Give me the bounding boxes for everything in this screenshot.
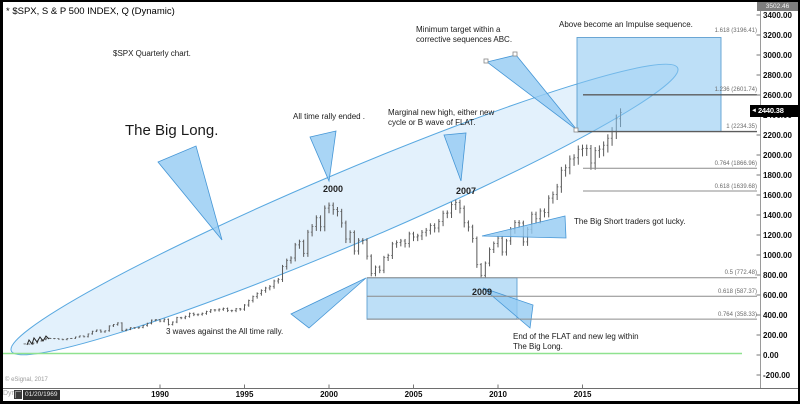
chart-grid-icon[interactable] — [14, 390, 22, 399]
price-arrow-icon: ◄ — [751, 108, 757, 114]
window-border-top — [0, 0, 800, 2]
wedge-big-short[interactable] — [481, 215, 567, 239]
year-mark-2007[interactable]: 2007 — [455, 186, 477, 196]
wedge-minimum-target[interactable] — [486, 54, 578, 131]
y-axis-label: 1600.00 — [763, 190, 792, 200]
y-axis-label: -200.00 — [763, 370, 791, 380]
fib-label: 1.236 (2601.74) — [714, 87, 757, 94]
fib-label: 1.618 (3196.41) — [714, 27, 757, 34]
y-axis-label: 1800.00 — [763, 170, 792, 180]
annotation-marginal-new-high[interactable]: Marginal new high, either new cycle or B… — [388, 108, 495, 128]
x-axis-label: 2005 — [404, 390, 423, 399]
bottom-toolbar: Dyn 01/20/1969 — [0, 389, 760, 401]
x-axis-label: 2015 — [573, 390, 592, 399]
drag-handle[interactable] — [483, 58, 489, 64]
fib-label: 0.618 (587.37) — [717, 288, 757, 295]
wedge-all-time-rally[interactable] — [309, 130, 337, 183]
annotation-impulse-note[interactable]: Above become an Impulse sequence. — [559, 20, 693, 29]
price-bars — [23, 108, 622, 345]
last-price-value: 2440.38 — [757, 106, 784, 115]
impulse-target-box[interactable] — [576, 37, 722, 132]
wedge-big-long[interactable] — [157, 145, 223, 241]
x-axis-label: 1995 — [235, 390, 254, 399]
window-border-left — [0, 0, 3, 404]
dyn-mode-label[interactable]: Dyn — [3, 390, 16, 397]
x-axis-label: 1990 — [151, 390, 169, 399]
y-axis-label: 1000.00 — [763, 250, 792, 260]
y-axis-label: 2800.00 — [763, 70, 792, 80]
y-axis-label: 1200.00 — [763, 230, 792, 240]
copyright-note: © eSignal, 2017 — [5, 377, 48, 383]
y-axis-label: 200.00 — [763, 330, 788, 340]
y-axis-label: 3200.00 — [763, 30, 792, 40]
annotation-end-of-flat-note[interactable]: End of the FLAT and new leg within The B… — [513, 332, 639, 352]
annotation-minimum-target[interactable]: Minimum target within a corrective seque… — [416, 25, 513, 45]
annotation-three-waves-note[interactable]: 3 waves against the All time rally. — [166, 327, 284, 336]
year-mark-2009[interactable]: 2009 — [471, 287, 493, 297]
chart-title: * $SPX, S & P 500 INDEX, Q (Dynamic) — [6, 6, 175, 17]
drag-handle[interactable] — [573, 127, 579, 133]
drag-handle[interactable] — [512, 51, 518, 57]
y-axis-label: 3400.00 — [763, 10, 792, 20]
y-axis-label: 2000.00 — [763, 150, 792, 160]
y-axis-label: 3000.00 — [763, 50, 792, 60]
annotation-all-time-rally[interactable]: All time rally ended . — [293, 112, 366, 121]
window-border-right — [798, 0, 800, 404]
start-date-badge[interactable]: 01/20/1969 — [23, 390, 60, 400]
fib-label: 0.764 (358.33) — [717, 311, 757, 318]
y-axis-label: 2600.00 — [763, 90, 792, 100]
y-axis-label: 400.00 — [763, 310, 788, 320]
wedge-flat-left[interactable] — [290, 277, 367, 329]
year-mark-2000[interactable]: 2000 — [322, 184, 344, 194]
fib-label: 0.618 (1639.68) — [714, 183, 757, 190]
fib-label: 1 (2234.35) — [726, 124, 757, 131]
annotation-big-short-note[interactable]: The Big Short traders got lucky. — [574, 217, 686, 226]
x-axis-label: 2010 — [489, 390, 507, 399]
wave-squiggle[interactable] — [26, 335, 50, 346]
y-axis-max-badge: 3502.46 — [757, 2, 798, 11]
annotation-quarterly-note[interactable]: $SPX Quarterly chart. — [113, 49, 191, 58]
wedge-marginal-high[interactable] — [443, 132, 467, 182]
y-axis-label: 800.00 — [763, 270, 788, 280]
fib-label: 0.764 (1866.96) — [714, 160, 757, 167]
y-axis-label: 2200.00 — [763, 130, 792, 140]
annotation-big-long-title[interactable]: The Big Long. — [125, 122, 219, 139]
x-axis-label: 2000 — [320, 390, 338, 399]
fib-label: 0.5 (772.48) — [724, 270, 757, 277]
window-border-bottom — [0, 401, 800, 404]
last-price-badge: ◄ 2440.38 — [750, 105, 798, 117]
y-axis-label: 0.00 — [763, 350, 779, 360]
y-axis-label: 600.00 — [763, 290, 788, 300]
y-axis-label: 1400.00 — [763, 210, 792, 220]
